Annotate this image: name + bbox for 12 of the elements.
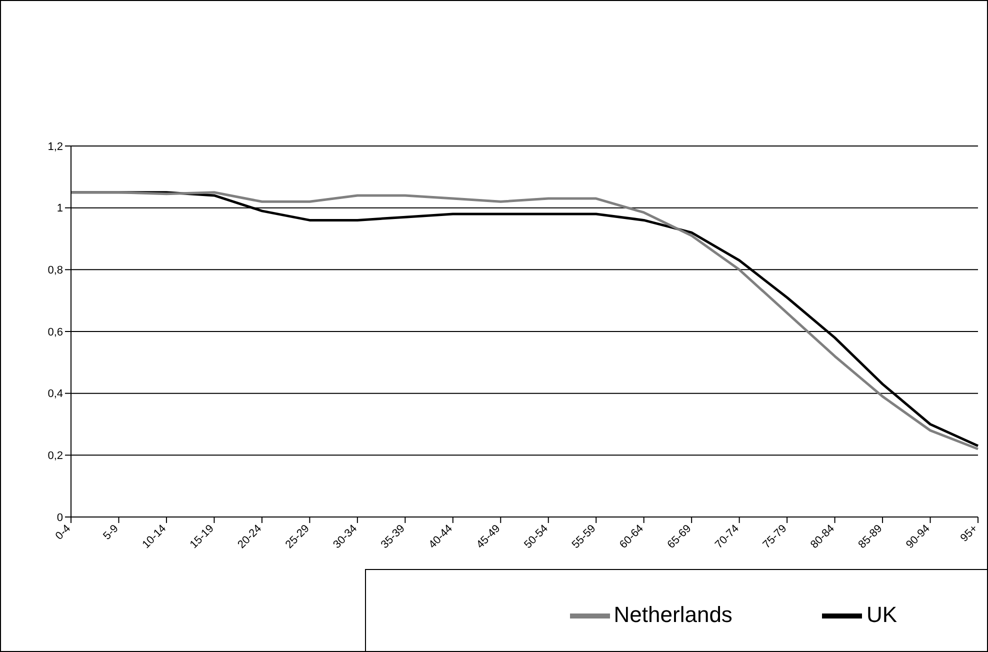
- y-tick-label: 1: [56, 202, 63, 215]
- x-tick-label: 95+: [958, 522, 980, 544]
- legend-label: UK: [866, 602, 897, 627]
- x-tick-label: 0-4: [53, 522, 74, 542]
- x-tick-label: 5-9: [101, 522, 121, 542]
- y-tick-label: 0,6: [48, 326, 63, 338]
- y-tick-label: 0: [56, 512, 63, 524]
- y-tick-label: 0,4: [48, 388, 63, 400]
- y-tick-label: 0,8: [48, 264, 63, 277]
- legend-label: Netherlands: [614, 602, 732, 627]
- y-tick-label: 0,2: [48, 450, 63, 462]
- y-tick-label: 1,2: [48, 140, 63, 153]
